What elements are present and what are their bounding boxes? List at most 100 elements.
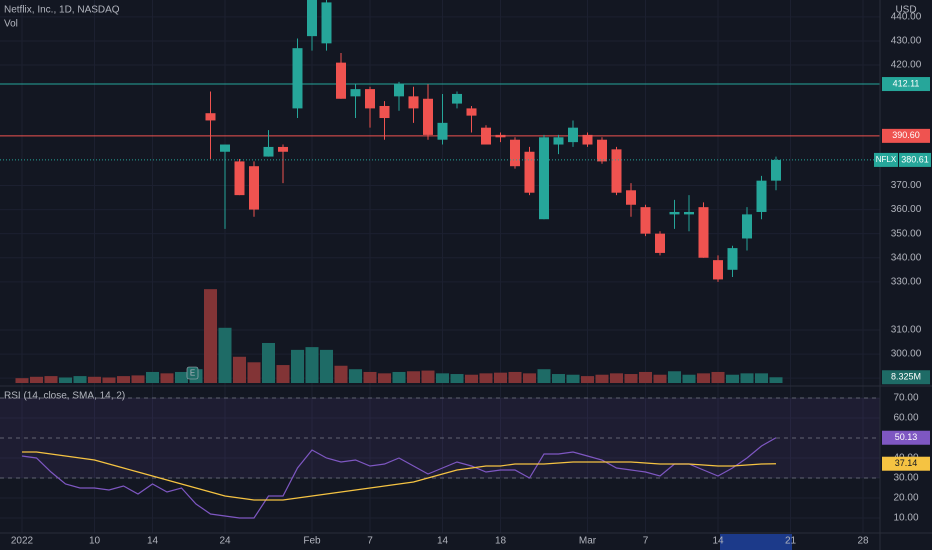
rsi-tick-label: 30.00 (893, 473, 918, 484)
candle-body (713, 260, 723, 280)
volume-bar (581, 376, 594, 383)
candle-body (379, 105, 390, 119)
candle-body (220, 144, 230, 152)
volume-tag-label: 8.325M (891, 372, 921, 382)
event-label[interactable]: E (190, 369, 195, 378)
volume-bar (595, 374, 609, 383)
volume-bar (479, 373, 493, 383)
volume-bar (30, 376, 43, 383)
price-pane (0, 0, 880, 383)
candle-body (234, 161, 245, 196)
y-tick-label: 300.00 (891, 349, 922, 360)
candle-body (423, 98, 433, 135)
rsi-tick-label: 60.00 (893, 413, 918, 424)
candle-body (350, 89, 361, 97)
candle-body (539, 137, 549, 220)
last-price-tag (899, 152, 931, 167)
rsi-tag-label: 37.14 (895, 458, 918, 468)
volume-bar (436, 373, 449, 383)
volume-bar (276, 365, 290, 383)
x-tick-label: 10 (89, 536, 101, 547)
candle-body (278, 146, 288, 152)
volume-bar (131, 375, 145, 383)
candle-body (582, 134, 593, 145)
volume-bar (218, 327, 232, 383)
x-tick-label: 14 (712, 536, 724, 547)
candle-body (466, 108, 477, 116)
candle-body (365, 89, 375, 109)
rsi-tick-label: 70.00 (893, 393, 918, 404)
rsi-line (22, 451, 777, 501)
volume-bar (44, 376, 58, 383)
rsi-title: RSI (14, close, SMA, 14, 2) (4, 391, 125, 402)
price-line-tag-label: 390.60 (892, 130, 920, 140)
volume-bar (421, 370, 435, 383)
volume-bar (653, 374, 667, 383)
volume-bar (523, 373, 536, 383)
candle-body (495, 134, 506, 138)
x-tick-label: 14 (437, 536, 449, 547)
rsi-line (21, 437, 777, 519)
candle-body (408, 96, 419, 109)
y-tick-label: 310.00 (891, 325, 922, 336)
volume-bar (291, 349, 304, 383)
price-line-tag (882, 77, 930, 92)
x-tick-label: 14 (147, 536, 159, 547)
volume-bar (508, 371, 522, 383)
candle-body (669, 211, 680, 215)
volume-label: Vol (4, 19, 18, 30)
x-tick-label: 28 (857, 536, 869, 547)
x-tick-label: 21 (785, 536, 797, 547)
volume-bar (73, 376, 87, 383)
candle-body (205, 113, 216, 121)
x-tick-label: 2022 (11, 536, 34, 547)
y-tick-label: 350.00 (891, 228, 922, 239)
volume-bar (175, 371, 188, 383)
volume-bar (160, 373, 174, 383)
x-tick-label: 7 (367, 536, 373, 547)
price-line-tag-label: 412.11 (893, 78, 920, 88)
time-range-highlight (720, 534, 792, 550)
volume-bar (537, 369, 551, 383)
rsi-tick-label: 10.00 (893, 513, 918, 524)
event-icon[interactable] (186, 366, 199, 380)
volume-bar (88, 376, 101, 383)
y-tick-label: 340.00 (891, 252, 922, 263)
candle-body (321, 2, 332, 44)
volume-bar (450, 374, 464, 383)
candle-body (292, 48, 303, 109)
volume-bar (392, 371, 406, 383)
candle-body (756, 180, 767, 212)
candle-body (249, 166, 259, 210)
candle-body (611, 149, 622, 193)
candle-body (553, 137, 564, 145)
volume-bar (755, 373, 768, 383)
volume-bar (668, 371, 681, 383)
candle-body (655, 233, 665, 253)
x-tick-label: 18 (495, 536, 507, 547)
volume-bar (624, 374, 638, 383)
rsi-tag (882, 456, 930, 471)
volume-bar (566, 374, 580, 383)
volume-bar (363, 371, 377, 383)
symbol-tag (874, 152, 898, 167)
rsi-tick-label: 20.00 (893, 493, 918, 504)
y-tick-label: 440.00 (891, 12, 922, 23)
candle-body (307, 0, 317, 37)
candle-body (698, 207, 709, 258)
volume-bar (697, 373, 710, 383)
volume-bar (247, 362, 261, 383)
volume-bar (378, 373, 391, 383)
volume-bar (117, 376, 130, 383)
rsi-tag (882, 430, 930, 445)
candle-body (626, 190, 636, 205)
candle-body (524, 151, 535, 193)
volume-bar (15, 378, 29, 383)
x-tick-label: 7 (643, 536, 649, 547)
candle-body (597, 139, 607, 162)
candle-body (263, 146, 274, 157)
volume-bar (305, 347, 319, 383)
axes: 2022 10 14 24 Feb 7 14 18 Mar 7 14 21 28 440.00 430.00… (11, 12, 931, 547)
price-line-tag (882, 128, 930, 143)
